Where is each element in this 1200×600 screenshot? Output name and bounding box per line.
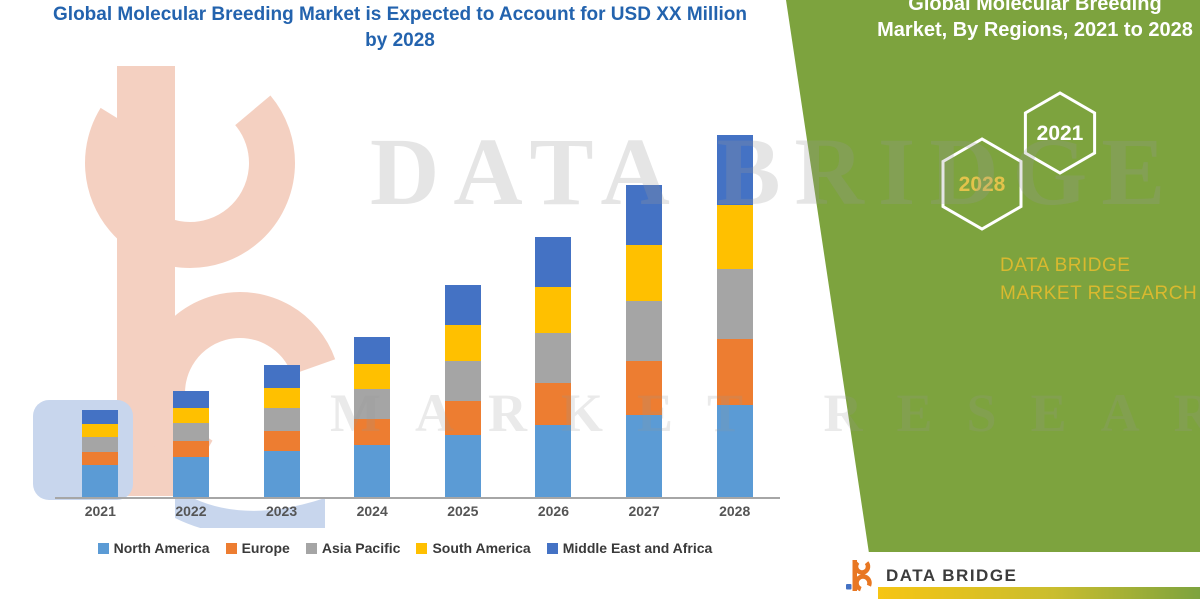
stacked-bar-plot — [55, 127, 780, 499]
bar-segment-2024-south-america — [354, 364, 391, 389]
bar-segment-2028-asia-pacific — [716, 269, 753, 339]
stacked-bar-2025 — [444, 285, 481, 497]
bar-segment-2026-asia-pacific — [535, 333, 572, 383]
legend-swatch — [305, 542, 317, 554]
bar-segment-2025-europe — [444, 401, 481, 435]
bar-segment-2027-europe — [626, 361, 663, 415]
bar-segment-2022-europe — [172, 441, 209, 457]
bar-segment-2022-north-america — [172, 457, 209, 497]
chart-title: Global Molecular Breeding Market is Expe… — [53, 4, 747, 51]
legend-swatch — [97, 542, 109, 554]
x-axis-label-2025: 2025 — [447, 503, 479, 519]
bar-segment-2026-europe — [535, 383, 572, 425]
bar-segment-2027-north-america — [626, 415, 663, 497]
hexagon-2028-label: 2028 — [959, 173, 1006, 196]
bar-segment-2024-asia-pacific — [354, 389, 391, 419]
footer-brand-text: DATA BRIDGE — [886, 566, 1018, 585]
bar-segment-2027-middle-east-and-africa — [626, 185, 663, 245]
bar-segment-2028-south-america — [716, 205, 753, 269]
legend-label: Europe — [241, 540, 290, 556]
bar-segment-2024-north-america — [354, 445, 391, 497]
bar-segment-2022-south-america — [172, 408, 209, 423]
hexagon-2028 — [941, 137, 1023, 231]
legend-item-north-america: North America — [97, 540, 210, 556]
bar-segment-2025-asia-pacific — [444, 361, 481, 401]
bar-segment-2023-south-america — [263, 388, 300, 408]
bar-segment-2021-north-america — [82, 465, 119, 497]
side-panel-title: Global Molecular Breeding Market, By Reg… — [877, 0, 1193, 41]
bar-segment-2024-middle-east-and-africa — [354, 337, 391, 364]
stacked-bar-2024 — [354, 337, 391, 497]
bar-segment-2021-europe — [82, 452, 119, 465]
x-axis-label-2028: 2028 — [719, 503, 751, 519]
stacked-bar-2023 — [263, 365, 300, 497]
bar-group-2026 — [508, 127, 599, 497]
footer-logo-icon — [846, 558, 872, 592]
stacked-bar-2026 — [535, 237, 572, 497]
bar-segment-2021-middle-east-and-africa — [82, 410, 119, 424]
bar-segment-2024-europe — [354, 419, 391, 445]
bar-segment-2028-middle-east-and-africa — [716, 135, 753, 205]
x-axis-label-2023: 2023 — [265, 503, 298, 519]
stacked-bar-2028 — [716, 135, 753, 497]
x-axis-label-2024: 2024 — [356, 503, 388, 519]
bar-segment-2023-north-america — [263, 451, 300, 497]
legend-label: North America — [113, 540, 210, 556]
bar-segment-2022-asia-pacific — [172, 423, 209, 441]
legend-item-south-america: South America — [416, 540, 531, 556]
bar-segment-2027-south-america — [626, 245, 663, 301]
year-hexagons: 2021 2028 — [941, 91, 1097, 231]
bar-group-2021 — [55, 127, 146, 497]
bar-group-2022 — [146, 127, 237, 497]
bar-group-2028 — [689, 127, 780, 497]
hexagon-2021-label: 2021 — [1037, 122, 1084, 145]
bar-segment-2025-south-america — [444, 325, 481, 361]
stacked-bar-2021 — [82, 410, 119, 497]
stacked-bar-2022 — [172, 391, 209, 497]
stacked-bar-2027 — [626, 185, 663, 497]
bar-segment-2025-north-america — [444, 435, 481, 497]
legend-swatch — [416, 542, 428, 554]
bar-group-2024 — [327, 127, 418, 497]
legend-item-middle-east-and-africa: Middle East and Africa — [546, 540, 713, 556]
x-axis-label-2021: 2021 — [84, 503, 116, 519]
bar-segment-2026-north-america — [535, 425, 572, 497]
bar-segment-2028-europe — [716, 339, 753, 405]
bar-segment-2026-south-america — [535, 287, 572, 333]
bar-segment-2025-middle-east-and-africa — [444, 285, 481, 325]
legend-label: Middle East and Africa — [562, 540, 713, 556]
bar-segment-2022-middle-east-and-africa — [172, 391, 209, 408]
hexagon-2021 — [1023, 91, 1097, 175]
chart-legend: North America Europe Asia Pacific South Ame… — [30, 540, 780, 556]
bar-group-2027 — [599, 127, 690, 497]
bar-segment-2027-asia-pacific — [626, 301, 663, 361]
legend-item-europe: Europe — [225, 540, 290, 556]
x-axis-labels: 2021 2022 2023 2024 2025 2026 2027 2028 — [55, 503, 780, 519]
legend-swatch — [546, 542, 558, 554]
bar-group-2023 — [236, 127, 327, 497]
bar-segment-2023-middle-east-and-africa — [263, 365, 300, 388]
bar-segment-2026-middle-east-and-africa — [535, 237, 572, 287]
bar-segment-2023-asia-pacific — [263, 408, 300, 431]
x-axis-label-2026: 2026 — [537, 503, 570, 519]
bar-segment-2023-europe — [263, 431, 300, 451]
legend-swatch — [225, 542, 237, 554]
bar-group-2025 — [418, 127, 509, 497]
x-axis-label-2027: 2027 — [628, 503, 660, 519]
legend-item-asia-pacific: Asia Pacific — [305, 540, 401, 556]
side-panel-brand-text: DATA BRIDGE MARKET RESEARCH — [1000, 255, 1198, 304]
bar-segment-2028-north-america — [716, 405, 753, 497]
legend-label: Asia Pacific — [321, 540, 401, 556]
footer-accent-bar — [878, 587, 1200, 599]
x-axis-label-2022: 2022 — [175, 503, 207, 519]
bar-segment-2021-asia-pacific — [82, 437, 119, 452]
legend-label: South America — [432, 540, 531, 556]
bar-segment-2021-south-america — [82, 424, 119, 437]
